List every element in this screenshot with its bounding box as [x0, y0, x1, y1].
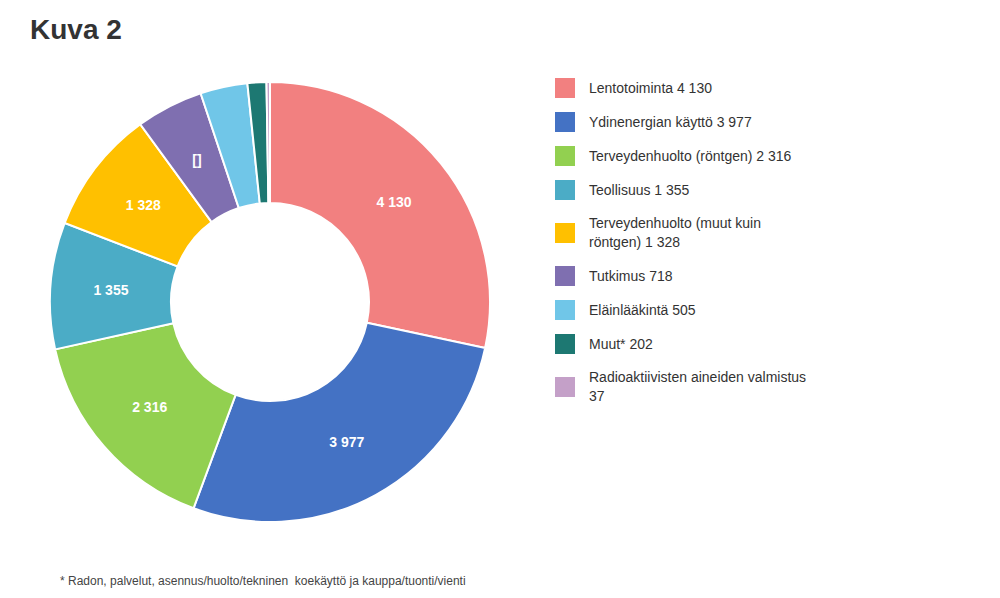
html-text:Eläinlääkintä 505: Eläinlääkintä 505 — [589, 301, 696, 318]
html-text:Terveydenhuolto (röntgen) 2 31: Terveydenhuolto (röntgen) 2 316 — [589, 147, 792, 164]
html-text:37: 37 — [589, 388, 605, 404]
html-text:Radioaktiivisten aineiden valm: Radioaktiivisten aineiden valmistus — [589, 369, 807, 385]
svg-text:1 328: 1 328 — [126, 197, 161, 213]
html-text:* Radon, palvelut, asennus/huo: * Radon, palvelut, asennus/huolto/teknin… — [60, 574, 466, 588]
svg-text:[]: [] — [192, 152, 201, 168]
html-text:Terveydenhuolto (muut kuin: Terveydenhuolto (muut kuin — [589, 215, 761, 231]
svg-text:3 977: 3 977 — [329, 434, 364, 450]
svg-text:1 355: 1 355 — [93, 282, 128, 298]
html-text:Kuva 2: Kuva 2 — [30, 14, 122, 45]
svg-text:4 130: 4 130 — [376, 194, 411, 210]
html-text:Tutkimus 718: Tutkimus 718 — [589, 267, 673, 284]
html-text:Lentotoiminta 4 130: Lentotoiminta 4 130 — [589, 79, 712, 96]
html-text:Teollisuus 1 355: Teollisuus 1 355 — [589, 181, 690, 198]
html-text:röntgen) 1 328: röntgen) 1 328 — [589, 234, 681, 250]
html-text:Muut* 202: Muut* 202 — [589, 335, 653, 352]
html-text:Ydinenergian käyttö 3 977: Ydinenergian käyttö 3 977 — [589, 113, 752, 130]
svg-text:2 316: 2 316 — [132, 399, 167, 415]
